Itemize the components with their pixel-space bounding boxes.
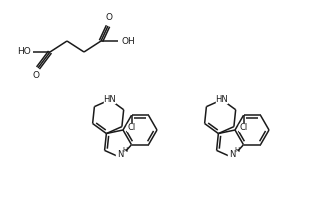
Bar bbox=[216, 96, 227, 103]
Text: N: N bbox=[229, 150, 235, 159]
Text: N: N bbox=[117, 150, 123, 159]
Bar bbox=[116, 151, 125, 158]
Bar bbox=[104, 96, 115, 103]
Bar bbox=[126, 124, 136, 131]
Text: HO: HO bbox=[17, 47, 31, 56]
Text: HN: HN bbox=[215, 95, 228, 104]
Text: Cl: Cl bbox=[239, 123, 248, 132]
Text: H: H bbox=[235, 147, 240, 153]
Text: H: H bbox=[122, 147, 128, 153]
Text: Cl: Cl bbox=[127, 123, 136, 132]
Text: O: O bbox=[106, 14, 112, 23]
Text: O: O bbox=[32, 71, 40, 80]
Bar bbox=[228, 151, 237, 158]
Bar bbox=[238, 124, 249, 131]
Text: OH: OH bbox=[121, 37, 135, 46]
Text: HN: HN bbox=[104, 95, 116, 104]
